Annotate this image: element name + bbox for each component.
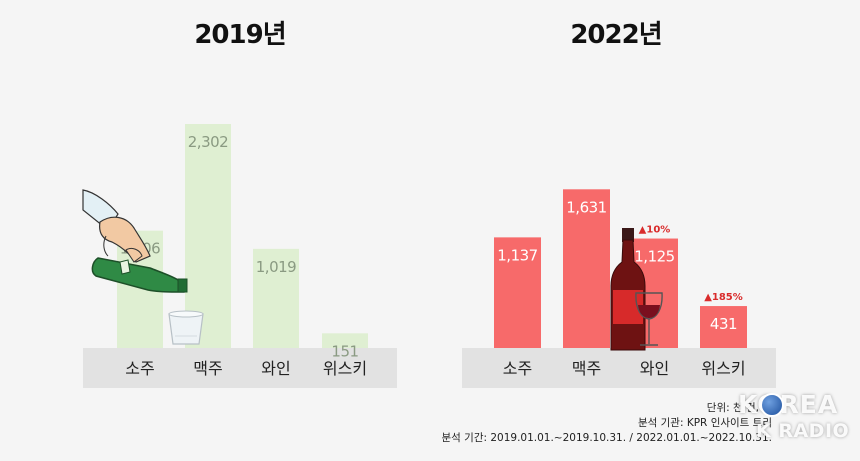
logo-line1: KOREA (738, 390, 839, 419)
footnote-unit: 단위: 천 건, 동 (706, 402, 772, 414)
glass-icon (168, 310, 204, 345)
value-label-2019-1: 2,302 (188, 133, 228, 151)
bar-2022-1 (563, 189, 610, 348)
axis-band-2019 (83, 348, 397, 388)
us-flag-icon (760, 393, 784, 417)
hand-pouring-soju-icon (82, 189, 188, 293)
category-label-2019-0: 소주 (125, 359, 154, 378)
annotation-2022-1: ▲185% (704, 292, 743, 303)
category-label-2019-3: 위스키 (323, 359, 367, 378)
value-label-2022-1: 1,631 (566, 198, 606, 216)
bar-2019-3 (322, 333, 368, 348)
category-label-2019-1: 맥주 (193, 359, 222, 378)
category-label-2019-2: 와인 (261, 359, 290, 378)
value-label-2022-3: 431 (710, 315, 737, 333)
category-label-2022-1: 맥주 (572, 359, 601, 378)
value-label-2022-2: 1,125 (634, 248, 674, 266)
korea-radio-logo: KOREA K RADIO (738, 388, 856, 450)
wine-glass-icon (635, 292, 663, 346)
bar-2022-3 (700, 306, 747, 348)
footnote-period: 분석 기간: 2019.01.01.~2019.10.31. / 2022.01… (441, 432, 773, 444)
footnote-source: 분석 기관: KPR 인사이트 트리 (637, 417, 772, 429)
category-label-2022-3: 위스키 (701, 359, 745, 378)
logo-line2: K RADIO (756, 420, 850, 442)
bar-2019-2 (253, 248, 299, 348)
value-label-2019-3: 151 (331, 342, 358, 360)
value-label-2022-0: 1,137 (497, 246, 537, 264)
chart-title-2019: 2019년 (194, 20, 286, 50)
category-label-2022-2: 와인 (640, 359, 669, 378)
chart-title-2022: 2022년 (570, 20, 662, 50)
footnotes: 단위: 천 건, 동 분석 기관: KPR 인사이트 트리 분석 기간: 201… (442, 401, 773, 446)
axis-band-2022 (462, 348, 776, 388)
annotation-2022-0: ▲10% (639, 225, 671, 236)
bar-2022-0 (494, 237, 541, 348)
value-label-2019-2: 1,019 (256, 258, 296, 276)
category-label-2022-0: 소주 (503, 359, 532, 378)
